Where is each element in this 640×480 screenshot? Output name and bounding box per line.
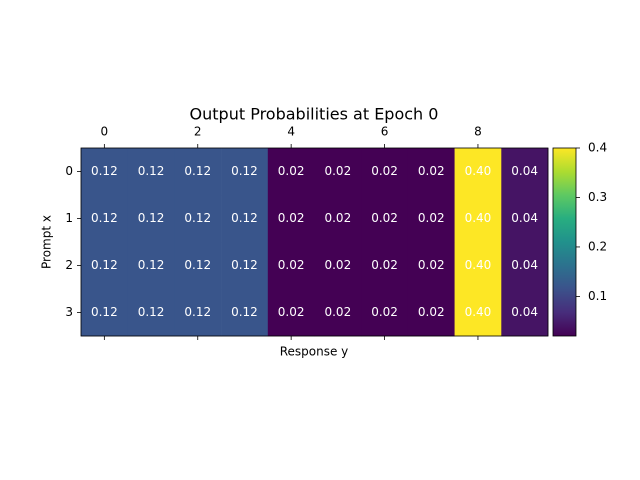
- heatmap-cell: [81, 195, 128, 243]
- heatmap-cell: [314, 195, 362, 243]
- heatmap-cell: [407, 242, 455, 290]
- y-tick-label: 1: [65, 211, 73, 225]
- x-tick-label: 8: [474, 125, 482, 139]
- data-label: 0.02: [418, 258, 445, 272]
- plot-frame: [80, 147, 549, 337]
- x-tick-label: 4: [287, 125, 295, 139]
- data-label: 0.02: [324, 164, 351, 178]
- data-label: 0.12: [184, 164, 211, 178]
- data-label: 0.02: [418, 211, 445, 225]
- heatmap-cell: [127, 289, 175, 337]
- data-label: 0.02: [324, 211, 351, 225]
- data-label: 0.12: [91, 258, 118, 272]
- colorbar-tick-label: 0.3: [588, 190, 607, 204]
- heatmap-cell: [221, 195, 269, 243]
- x-tick-label: 6: [381, 125, 389, 139]
- data-label: 0.02: [324, 258, 351, 272]
- data-label: 0.02: [418, 305, 445, 319]
- data-label: 0.02: [418, 164, 445, 178]
- heatmap-cell: [267, 289, 315, 337]
- colorbar-tick-label: 0.1: [588, 289, 607, 303]
- heatmap-cell: [501, 289, 549, 337]
- heatmap-cell: [454, 195, 502, 243]
- heatmap-cell: [407, 148, 455, 196]
- data-label: 0.12: [231, 258, 258, 272]
- heatmap-cell: [361, 148, 409, 196]
- data-label: 0.40: [465, 164, 492, 178]
- data-label: 0.02: [371, 258, 398, 272]
- data-label: 0.12: [231, 211, 258, 225]
- data-label: 0.04: [511, 211, 538, 225]
- data-label: 0.12: [138, 258, 165, 272]
- heatmap-cell: [221, 289, 269, 337]
- heatmap-cell: [174, 195, 222, 243]
- y-tick-label: 2: [65, 258, 73, 272]
- heatmap-cell: [454, 148, 502, 196]
- x-tick-label: 2: [194, 125, 202, 139]
- colorbar-tick-label: 0.4: [588, 141, 607, 155]
- x-tick-label: 0: [101, 125, 109, 139]
- heatmap-cell: [454, 242, 502, 290]
- data-label: 0.02: [278, 258, 305, 272]
- data-label: 0.02: [371, 164, 398, 178]
- heatmap-cell: [361, 195, 409, 243]
- data-label: 0.12: [184, 305, 211, 319]
- heatmap-cell: [127, 148, 175, 196]
- heatmap-cell: [314, 148, 362, 196]
- data-label: 0.02: [278, 164, 305, 178]
- chart-title: Output Probabilities at Epoch 0: [190, 105, 439, 124]
- data-label: 0.12: [184, 258, 211, 272]
- heatmap-cell: [267, 148, 315, 196]
- data-label: 0.12: [138, 211, 165, 225]
- heatmap-cell: [314, 289, 362, 337]
- data-label: 0.12: [91, 211, 118, 225]
- heatmap-cell: [454, 289, 502, 337]
- data-label: 0.02: [324, 305, 351, 319]
- data-label: 0.40: [465, 305, 492, 319]
- heatmap-cell: [127, 195, 175, 243]
- heatmap-cell: [127, 242, 175, 290]
- data-label: 0.04: [511, 164, 538, 178]
- heatmap-cell: [174, 289, 222, 337]
- data-label: 0.40: [465, 211, 492, 225]
- heatmap-cell: [267, 242, 315, 290]
- data-label: 0.12: [91, 164, 118, 178]
- heatmap-cell: [174, 148, 222, 196]
- data-label: 0.02: [278, 211, 305, 225]
- heatmap-cell: [361, 289, 409, 337]
- heatmap-cell: [221, 148, 269, 196]
- data-label: 0.12: [138, 164, 165, 178]
- data-label: 0.12: [91, 305, 118, 319]
- data-label: 0.02: [278, 305, 305, 319]
- y-tick-label: 3: [65, 305, 73, 319]
- x-axis-label: Response y: [280, 345, 349, 359]
- heatmap-cell: [501, 195, 549, 243]
- data-label: 0.12: [184, 211, 211, 225]
- data-label: 0.02: [371, 211, 398, 225]
- colorbar: [552, 147, 577, 337]
- data-label: 0.02: [371, 305, 398, 319]
- heatmap-cell: [221, 242, 269, 290]
- heatmap-cell: [174, 242, 222, 290]
- colorbar-tick-label: 0.2: [588, 239, 607, 253]
- heatmap-cell: [361, 242, 409, 290]
- heatmap-cell: [81, 148, 128, 196]
- heatmap-cell: [407, 195, 455, 243]
- data-label: 0.12: [138, 305, 165, 319]
- data-label: 0.40: [465, 258, 492, 272]
- y-tick-label: 0: [65, 164, 73, 178]
- y-axis-label: Prompt x: [40, 215, 54, 269]
- heatmap-cell: [501, 148, 549, 196]
- heatmap-cell: [314, 242, 362, 290]
- heatmap-cell: [501, 242, 549, 290]
- data-label: 0.12: [231, 164, 258, 178]
- data-label: 0.12: [231, 305, 258, 319]
- data-label: 0.04: [511, 258, 538, 272]
- heatmap-cell: [81, 242, 128, 290]
- data-label: 0.04: [511, 305, 538, 319]
- heatmap-cell: [81, 289, 128, 337]
- heatmap-cell: [267, 195, 315, 243]
- heatmap-cell: [407, 289, 455, 337]
